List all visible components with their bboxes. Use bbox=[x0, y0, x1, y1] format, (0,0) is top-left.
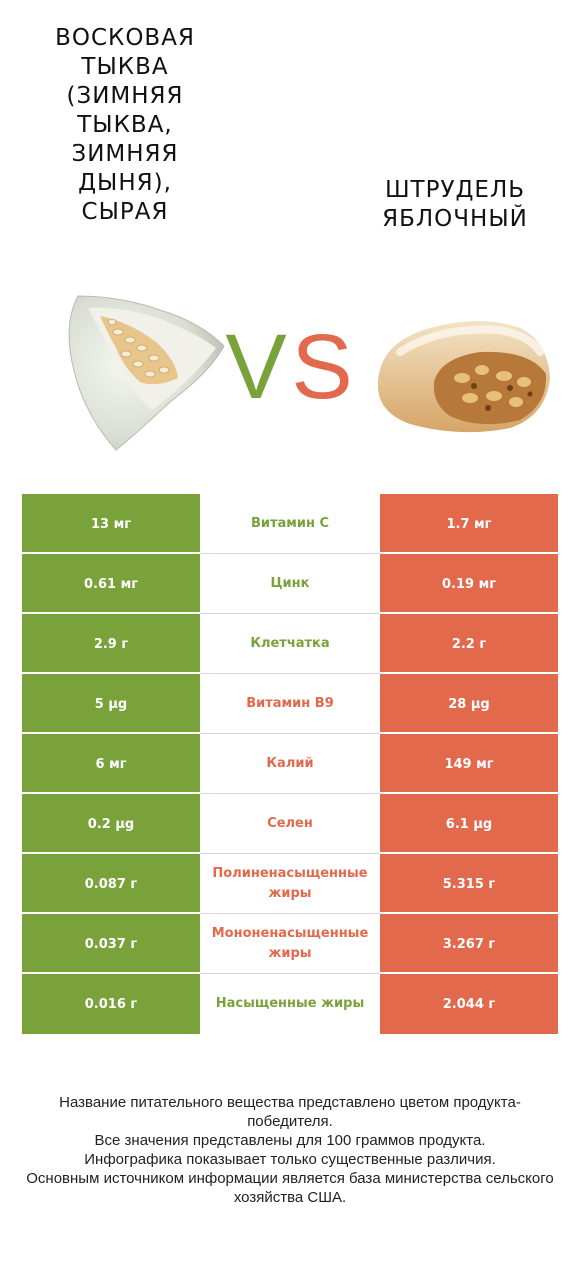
table-row: 13 мг Витамин C 1.7 мг bbox=[22, 494, 558, 554]
comparison-table: 13 мг Витамин C 1.7 мг 0.61 мг Цинк 0.19… bbox=[22, 494, 558, 1034]
right-food-title: ШТРУДЕЛЬ ЯБЛОЧНЫЙ bbox=[382, 177, 528, 232]
right-value: 149 мг bbox=[380, 734, 558, 794]
table-row: 0.037 г Мононенасыщенные жиры 3.267 г bbox=[22, 914, 558, 974]
footer-line: Название питательного вещества представл… bbox=[59, 1094, 521, 1130]
table-row: 5 µg Витамин B9 28 µg bbox=[22, 674, 558, 734]
nutrient-name: Витамин B9 bbox=[246, 696, 334, 711]
left-value: 6 мг bbox=[22, 734, 200, 794]
table-row: 2.9 г Клетчатка 2.2 г bbox=[22, 614, 558, 674]
nutrient-name: Витамин C bbox=[250, 516, 330, 531]
footer-notes: Название питательного вещества представл… bbox=[20, 1093, 560, 1207]
left-value: 0.016 г bbox=[22, 974, 200, 1034]
nutrient-name: Калий bbox=[266, 756, 314, 771]
footer-line: Все значения представлены для 100 граммо… bbox=[94, 1132, 486, 1149]
footer-line: Инфографика показывает только существенн… bbox=[84, 1151, 496, 1168]
left-value: 0.037 г bbox=[22, 914, 200, 974]
vs-label: V S bbox=[226, 318, 353, 408]
table-row: 6 мг Калий 149 мг bbox=[22, 734, 558, 794]
vs-v: V bbox=[226, 318, 287, 408]
right-value: 1.7 мг bbox=[380, 494, 558, 554]
right-value: 0.19 мг bbox=[380, 554, 558, 614]
nutrient-name: Мононенасыщенные жиры bbox=[211, 926, 369, 961]
left-value: 13 мг bbox=[22, 494, 200, 554]
left-value: 5 µg bbox=[22, 674, 200, 734]
right-value: 5.315 г bbox=[380, 854, 558, 914]
wax-gourd-image bbox=[68, 295, 225, 451]
footer-line: Основным источником информации является … bbox=[26, 1170, 554, 1206]
right-value: 2.044 г bbox=[380, 974, 558, 1034]
right-value: 2.2 г bbox=[380, 614, 558, 674]
nutrient-name: Селен bbox=[267, 816, 313, 831]
left-value: 2.9 г bbox=[22, 614, 200, 674]
nutrient-name: Цинк bbox=[270, 576, 310, 591]
nutrient-name: Насыщенные жиры bbox=[215, 996, 365, 1011]
right-value: 28 µg bbox=[380, 674, 558, 734]
vs-s: S bbox=[291, 318, 352, 408]
table-row: 0.016 г Насыщенные жиры 2.044 г bbox=[22, 974, 558, 1034]
table-row: 0.61 мг Цинк 0.19 мг bbox=[22, 554, 558, 614]
left-value: 0.2 µg bbox=[22, 794, 200, 854]
nutrient-name: Полиненасыщенные жиры bbox=[212, 866, 368, 901]
table-row: 0.2 µg Селен 6.1 µg bbox=[22, 794, 558, 854]
right-value: 3.267 г bbox=[380, 914, 558, 974]
table-row: 0.087 г Полиненасыщенные жиры 5.315 г bbox=[22, 854, 558, 914]
left-food-title: ВОСКОВАЯ ТЫКВА (ЗИМНЯЯ ТЫКВА, ЗИМНЯЯ ДЫН… bbox=[55, 25, 195, 225]
nutrient-name: Клетчатка bbox=[250, 636, 330, 651]
right-value: 6.1 µg bbox=[380, 794, 558, 854]
left-value: 0.087 г bbox=[22, 854, 200, 914]
left-value: 0.61 мг bbox=[22, 554, 200, 614]
apple-strudel-image bbox=[377, 321, 550, 433]
